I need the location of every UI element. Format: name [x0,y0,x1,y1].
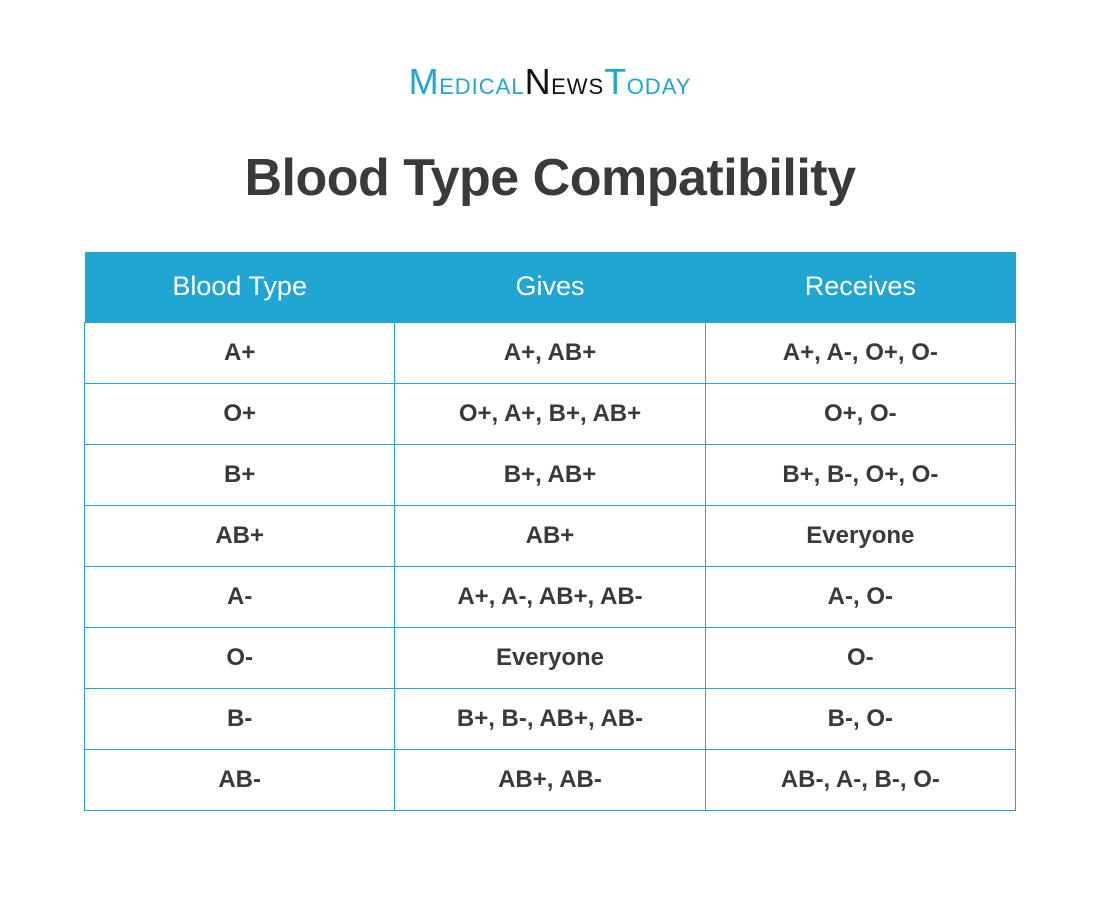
page-title: Blood Type Compatibility [244,148,855,208]
cell-gives: A+, A-, AB+, AB- [395,566,705,627]
cell-receives: O+, O- [705,383,1015,444]
cell-blood-type: B+ [85,444,395,505]
cell-blood-type: AB+ [85,505,395,566]
cell-blood-type: O- [85,627,395,688]
cell-gives: O+, A+, B+, AB+ [395,383,705,444]
table-row: A+A+, AB+A+, A-, O+, O- [85,322,1016,383]
cell-receives: A-, O- [705,566,1015,627]
cell-blood-type: A- [85,566,395,627]
brand-word-medical: Medical [409,64,525,100]
brand-rest: edical [439,74,524,99]
cell-blood-type: B- [85,688,395,749]
brand-letter: N [525,61,552,102]
cell-gives: B+, B-, AB+, AB- [395,688,705,749]
cell-receives: O- [705,627,1015,688]
table-row: B-B+, B-, AB+, AB-B-, O- [85,688,1016,749]
cell-gives: AB+ [395,505,705,566]
table-container: Blood Type Gives Receives A+A+, AB+A+, A… [84,252,1016,811]
table-row: B+B+, AB+B+, B-, O+, O- [85,444,1016,505]
table-body: A+A+, AB+A+, A-, O+, O-O+O+, A+, B+, AB+… [85,322,1016,810]
col-header-receives: Receives [705,252,1015,322]
cell-blood-type: A+ [85,322,395,383]
cell-gives: B+, AB+ [395,444,705,505]
table-header-row: Blood Type Gives Receives [85,252,1016,322]
col-header-gives: Gives [395,252,705,322]
table-row: A-A+, A-, AB+, AB-A-, O- [85,566,1016,627]
brand-rest: ews [551,74,604,99]
brand-rest: oday [627,74,692,99]
cell-receives: B-, O- [705,688,1015,749]
compatibility-table: Blood Type Gives Receives A+A+, AB+A+, A… [84,252,1016,811]
cell-blood-type: O+ [85,383,395,444]
brand-word-news: News [525,64,605,100]
col-header-blood-type: Blood Type [85,252,395,322]
brand-letter: M [409,61,440,102]
page-container: Medical News Today Blood Type Compatibil… [0,0,1100,922]
table-row: AB+AB+Everyone [85,505,1016,566]
cell-receives: AB-, A-, B-, O- [705,749,1015,810]
table-header: Blood Type Gives Receives [85,252,1016,322]
table-row: O+O+, A+, B+, AB+O+, O- [85,383,1016,444]
cell-receives: Everyone [705,505,1015,566]
cell-gives: Everyone [395,627,705,688]
cell-receives: A+, A-, O+, O- [705,322,1015,383]
cell-receives: B+, B-, O+, O- [705,444,1015,505]
table-row: AB-AB+, AB-AB-, A-, B-, O- [85,749,1016,810]
brand-word-today: Today [604,64,691,100]
brand-logo: Medical News Today [409,64,692,100]
brand-letter: T [604,61,627,102]
table-row: O-EveryoneO- [85,627,1016,688]
cell-gives: A+, AB+ [395,322,705,383]
cell-blood-type: AB- [85,749,395,810]
cell-gives: AB+, AB- [395,749,705,810]
